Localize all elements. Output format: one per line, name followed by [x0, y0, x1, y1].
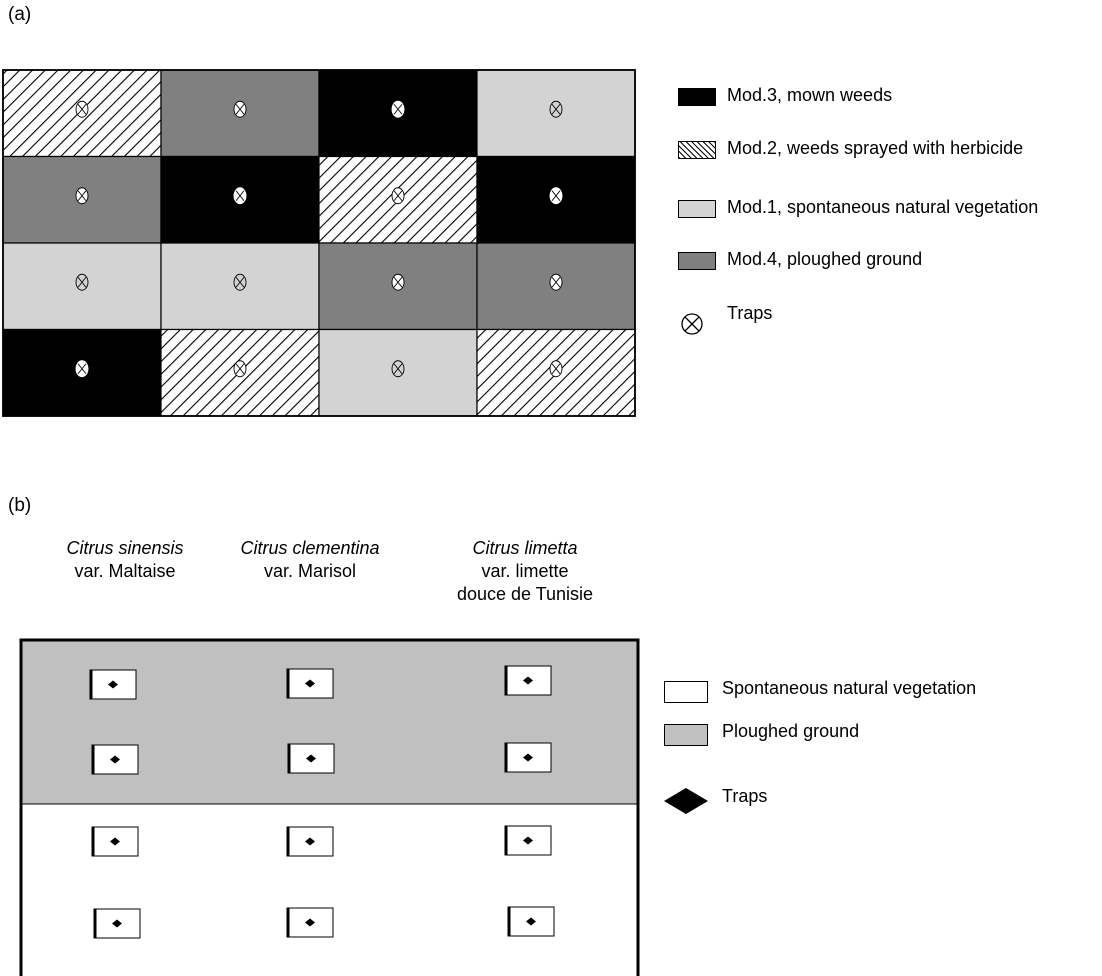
plot-cell-light — [2, 242, 162, 331]
legend-b-spontaneous: Spontaneous natural vegetation — [722, 678, 977, 698]
trap-marker — [91, 826, 139, 857]
legend-a-traps: Traps — [727, 303, 773, 323]
trap-icon — [391, 360, 405, 378]
trap-marker — [504, 742, 552, 773]
plot-cell-light — [476, 69, 636, 158]
panel-a-label: (a) — [8, 4, 32, 25]
trap-icon — [233, 273, 247, 291]
legend-a-mod4: Mod.4, ploughed ground — [727, 249, 923, 269]
trap-icon — [75, 187, 89, 205]
column-header-clementina: Citrus clementina var. Marisol — [215, 537, 405, 583]
species-name: Citrus clementina — [240, 538, 380, 558]
species-name: Citrus limetta — [472, 538, 578, 558]
legend-a-mod3: Mod.3, mown weeds — [727, 85, 893, 105]
trap-marker — [287, 743, 335, 774]
column-header-sinensis: Citrus sinensis var. Maltaise — [30, 537, 220, 583]
grid-outline — [2, 69, 636, 417]
trap-icon — [75, 100, 89, 118]
trap-marker — [286, 907, 334, 938]
legend-a-mod1: Mod.1, spontaneous natural vegetation — [727, 197, 1039, 217]
trap-marker — [504, 825, 552, 856]
legend-b-ploughed: Ploughed ground — [722, 721, 860, 741]
variety-name: var. Marisol — [263, 561, 357, 581]
trap-marker — [93, 908, 141, 939]
trap-icon — [233, 187, 247, 205]
trap-icon — [549, 360, 563, 378]
legend-a-swatch-light — [678, 200, 716, 218]
plot-cell-light — [318, 328, 478, 417]
legend-a-mod2: Mod.2, weeds sprayed with herbicide — [727, 138, 1024, 158]
trap-marker — [507, 906, 555, 937]
legend-b-swatch-gray — [664, 724, 708, 746]
trap-icon — [391, 187, 405, 205]
legend-b-swatch-white — [664, 681, 708, 703]
trap-marker — [286, 826, 334, 857]
trap-icon — [549, 273, 563, 291]
trap-icon — [233, 100, 247, 118]
legend-a-swatch-hatched — [678, 141, 716, 159]
trap-icon — [549, 100, 563, 118]
field-outline — [19, 638, 640, 976]
variety-name-line2: douce de Tunisie — [456, 584, 594, 604]
trap-icon — [75, 360, 89, 378]
panel-b-label: (b) — [8, 495, 32, 516]
variety-name: var. limette — [481, 561, 569, 581]
trap-icon — [233, 360, 247, 378]
trap-icon — [391, 100, 405, 118]
species-name: Citrus sinensis — [66, 538, 184, 558]
legend-a-swatch-black — [678, 88, 716, 106]
plot-cell-light — [160, 242, 320, 331]
trap-marker — [91, 744, 139, 775]
trap-icon — [75, 273, 89, 291]
zone-ploughed-ground — [20, 639, 639, 804]
trap-icon — [391, 273, 405, 291]
trap-icon — [549, 187, 563, 205]
column-header-limetta: Citrus limetta var. limette douce de Tun… — [430, 537, 620, 606]
trap-marker — [89, 669, 137, 700]
trap-marker — [286, 668, 334, 699]
trap-marker — [504, 665, 552, 696]
legend-a-swatch-dark — [678, 252, 716, 270]
variety-name: var. Maltaise — [74, 561, 176, 581]
legend-b-traps: Traps — [722, 786, 768, 806]
